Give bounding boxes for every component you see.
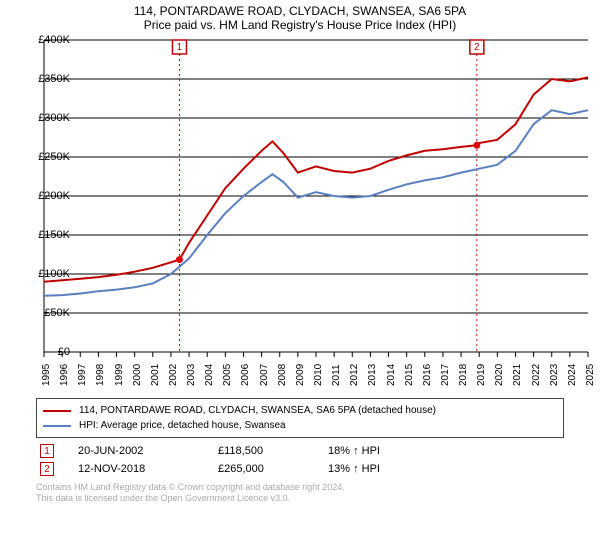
y-axis-tick-label: £50K: [36, 307, 70, 319]
chart-legend: 114, PONTARDAWE ROAD, CLYDACH, SWANSEA, …: [36, 398, 564, 438]
transaction-price: £118,500: [218, 445, 328, 457]
transaction-marker: 2: [40, 462, 54, 476]
y-axis-tick-label: £0: [36, 346, 70, 358]
x-axis-tick-label: 2014: [386, 364, 397, 386]
x-axis-tick-label: 2015: [404, 364, 415, 386]
chart-subtitle: Price paid vs. HM Land Registry's House …: [0, 18, 600, 34]
transaction-date: 12-NOV-2018: [78, 463, 218, 475]
series-property: [44, 77, 588, 281]
x-axis-tick-label: 1997: [77, 364, 88, 386]
x-axis-tick-label: 2001: [150, 364, 161, 386]
x-axis-tick-label: 2007: [259, 364, 270, 386]
legend-swatch: [43, 425, 71, 427]
x-axis-tick-label: 2024: [567, 364, 578, 386]
x-axis-tick-label: 2012: [349, 364, 360, 386]
x-axis-tick-label: 2023: [549, 364, 560, 386]
x-axis-tick-label: 2011: [331, 364, 342, 386]
y-axis-tick-label: £300K: [36, 112, 70, 124]
x-axis-tick-label: 1999: [114, 364, 125, 386]
x-axis-tick-label: 2022: [531, 364, 542, 386]
y-axis-tick-label: £250K: [36, 151, 70, 163]
series-hpi: [44, 110, 588, 296]
transaction-marker: 1: [40, 444, 54, 458]
x-axis-tick-label: 2000: [132, 364, 143, 386]
series-property-point: [176, 256, 183, 263]
y-axis-tick-label: £100K: [36, 268, 70, 280]
x-axis-tick-label: 1996: [59, 364, 70, 386]
legend-label: 114, PONTARDAWE ROAD, CLYDACH, SWANSEA, …: [79, 405, 436, 416]
transaction-hpi-diff: 18% ↑ HPI: [328, 445, 438, 457]
x-axis-tick-label: 2016: [422, 364, 433, 386]
legend-row: HPI: Average price, detached house, Swan…: [43, 418, 557, 433]
transaction-date: 20-JUN-2002: [78, 445, 218, 457]
x-axis-tick-label: 2005: [222, 364, 233, 386]
x-axis-tick-label: 2004: [204, 364, 215, 386]
footer-line-2: This data is licensed under the Open Gov…: [36, 493, 564, 504]
legend-swatch: [43, 410, 71, 412]
x-axis-tick-label: 1995: [41, 364, 52, 386]
x-axis-tick-label: 2020: [494, 364, 505, 386]
y-axis-tick-label: £200K: [36, 190, 70, 202]
x-axis-tick-label: 2019: [476, 364, 487, 386]
x-axis-tick-label: 2010: [313, 364, 324, 386]
y-axis-tick-label: £350K: [36, 73, 70, 85]
legend-row: 114, PONTARDAWE ROAD, CLYDACH, SWANSEA, …: [43, 403, 557, 418]
transaction-hpi-diff: 13% ↑ HPI: [328, 463, 438, 475]
x-axis-tick-label: 2013: [367, 364, 378, 386]
transaction-row: 2 12-NOV-2018£265,00013% ↑ HPI: [40, 460, 560, 478]
x-axis-tick-label: 2008: [277, 364, 288, 386]
chart-container: 114, PONTARDAWE ROAD, CLYDACH, SWANSEA, …: [0, 0, 600, 560]
x-axis-tick-label: 2003: [186, 364, 197, 386]
y-axis-tick-label: £150K: [36, 229, 70, 241]
transactions-table: 1 20-JUN-2002£118,50018% ↑ HPI 2 12-NOV-201…: [40, 442, 560, 478]
chart-area: 12 £0£50K£100K£150K£200K£250K£300K£350K£…: [36, 34, 596, 394]
price-line-chart: 12: [36, 34, 596, 394]
x-axis-tick-label: 1998: [95, 364, 106, 386]
x-axis-tick-label: 2021: [512, 364, 523, 386]
x-axis-tick-label: 2009: [295, 364, 306, 386]
x-axis-tick-label: 2018: [458, 364, 469, 386]
footer-line-1: Contains HM Land Registry data © Crown c…: [36, 482, 564, 493]
footer-attribution: Contains HM Land Registry data © Crown c…: [36, 482, 564, 505]
svg-text:1: 1: [177, 42, 183, 53]
chart-title: 114, PONTARDAWE ROAD, CLYDACH, SWANSEA, …: [0, 0, 600, 18]
transaction-price: £265,000: [218, 463, 328, 475]
legend-label: HPI: Average price, detached house, Swan…: [79, 420, 286, 431]
y-axis-tick-label: £400K: [36, 34, 70, 46]
x-axis-tick-label: 2002: [168, 364, 179, 386]
x-axis-tick-label: 2017: [440, 364, 451, 386]
x-axis-tick-label: 2006: [240, 364, 251, 386]
svg-text:2: 2: [474, 42, 480, 53]
series-property-point: [473, 142, 480, 149]
transaction-row: 1 20-JUN-2002£118,50018% ↑ HPI: [40, 442, 560, 460]
x-axis-tick-label: 2025: [585, 364, 596, 386]
